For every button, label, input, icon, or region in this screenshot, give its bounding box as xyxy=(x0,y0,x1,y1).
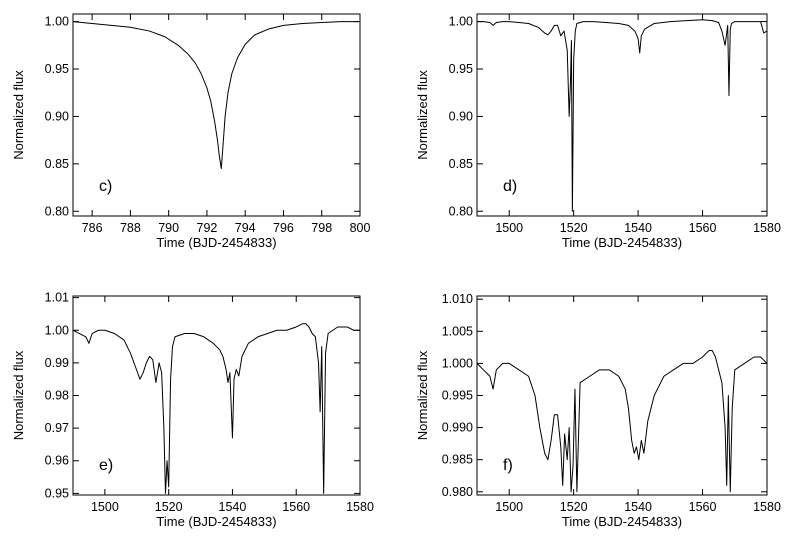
plot-frame xyxy=(72,13,361,217)
y-tick-label: 0.990 xyxy=(442,421,473,435)
y-tick-label: 0.80 xyxy=(45,204,69,218)
panel-label: e) xyxy=(99,457,113,474)
y-axis-label: Normalized flux xyxy=(415,70,430,160)
y-axis-label: Normalized flux xyxy=(11,350,26,440)
y-tick-label: 1.005 xyxy=(442,324,473,338)
y-tick-label: 0.90 xyxy=(449,109,473,123)
x-tick-label: 1540 xyxy=(219,500,247,514)
panel-label: f) xyxy=(503,457,513,474)
x-tick-label: 1580 xyxy=(753,221,781,235)
x-tick-label: 790 xyxy=(158,221,179,235)
x-tick-label: 1580 xyxy=(753,500,781,514)
x-tick-label: 1540 xyxy=(624,221,652,235)
plot-frame xyxy=(72,295,361,496)
y-tick-label: 0.95 xyxy=(449,62,473,76)
x-tick-label: 1540 xyxy=(624,500,652,514)
y-tick-label: 0.85 xyxy=(45,157,69,171)
y-tick-label: 0.95 xyxy=(45,62,69,76)
x-tick-label: 1500 xyxy=(495,500,523,514)
y-tick-label: 0.85 xyxy=(449,157,473,171)
y-tick-label: 0.980 xyxy=(442,485,473,499)
y-tick-label: 0.98 xyxy=(45,389,69,403)
y-tick-label: 1.00 xyxy=(45,323,69,337)
series-line xyxy=(477,19,767,212)
panel-d: 1500 1520 1540 1560 1580 0.80 0.85 0.90 0.95 1.00… xyxy=(415,13,781,250)
panel-label: c) xyxy=(99,178,112,195)
x-tick-label: 788 xyxy=(120,221,141,235)
y-tick-label: 0.99 xyxy=(45,356,69,370)
x-tick-label: 796 xyxy=(273,221,294,235)
y-tick-label: 0.90 xyxy=(45,109,69,123)
y-tick-label: 0.995 xyxy=(442,389,473,403)
x-tick-label: 1560 xyxy=(282,500,310,514)
series-line xyxy=(73,323,360,494)
x-tick-label: 800 xyxy=(350,221,371,235)
x-tick-label: 1500 xyxy=(91,500,119,514)
y-tick-label: 1.01 xyxy=(45,291,69,305)
x-tick-label: 1560 xyxy=(689,500,717,514)
x-tick-label: 1500 xyxy=(495,221,523,235)
y-tick-label: 0.96 xyxy=(45,454,69,468)
x-tick-label: 1560 xyxy=(689,221,717,235)
x-tick-label: 1520 xyxy=(560,500,588,514)
y-tick-label: 1.010 xyxy=(442,292,473,306)
series-line xyxy=(73,21,360,170)
y-tick-label: 0.80 xyxy=(449,204,473,218)
x-tick-label: 1580 xyxy=(346,500,374,514)
x-axis-label: Time (BJD-2454833) xyxy=(562,514,682,529)
y-tick-label: 1.00 xyxy=(449,15,473,29)
y-tick-label: 0.97 xyxy=(45,421,69,435)
plot-frame xyxy=(476,295,768,496)
y-tick-label: 1.00 xyxy=(45,15,69,29)
x-axis-label: Time (BJD-2454833) xyxy=(156,514,276,529)
x-tick-label: 786 xyxy=(82,221,103,235)
x-tick-label: 798 xyxy=(311,221,332,235)
plot-frame xyxy=(476,13,768,217)
y-axis-label: Normalized flux xyxy=(11,70,26,160)
panel-e: 1500 1520 1540 1560 1580 0.95 0.96 0.97 0.98 0.99… xyxy=(11,291,374,529)
x-axis-label: Time (BJD-2454833) xyxy=(562,235,682,250)
y-tick-label: 0.95 xyxy=(45,486,69,500)
x-axis-label: Time (BJD-2454833) xyxy=(156,235,276,250)
y-tick-label: 0.985 xyxy=(442,453,473,467)
series-line xyxy=(477,350,767,493)
panel-f: 1500 1520 1540 1560 1580 0.980 0.985 0.990 0.995… xyxy=(415,292,781,529)
x-tick-label: 1520 xyxy=(560,221,588,235)
panel-label: d) xyxy=(503,178,517,195)
x-tick-label: 794 xyxy=(235,221,256,235)
y-tick-label: 1.000 xyxy=(442,356,473,370)
panel-c: 786 788 790 792 794 796 798 800 0.80 0.85 0.90 0.95… xyxy=(11,13,371,250)
x-tick-label: 1520 xyxy=(155,500,183,514)
x-tick-label: 792 xyxy=(197,221,218,235)
y-axis-label: Normalized flux xyxy=(415,350,430,440)
